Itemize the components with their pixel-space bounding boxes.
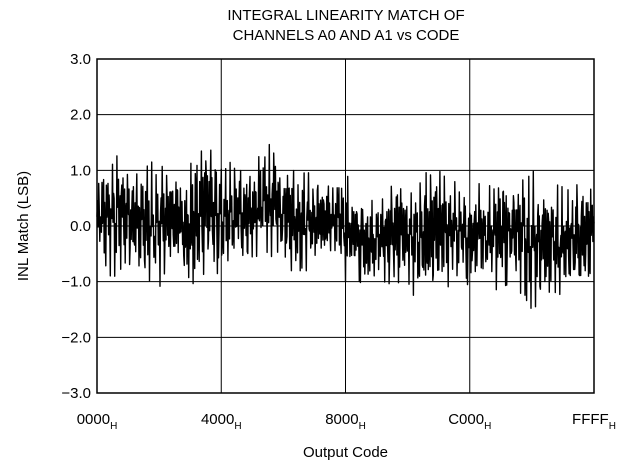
x-tick-label: FFFFH bbox=[572, 411, 616, 432]
y-tick-label: 3.0 bbox=[70, 51, 91, 68]
x-tick-base: FFFF bbox=[572, 411, 609, 428]
x-tick-subscript: H bbox=[110, 421, 117, 432]
y-tick-label: 2.0 bbox=[70, 107, 91, 124]
series-trace-0 bbox=[96, 143, 595, 309]
x-tick-base: 4000 bbox=[201, 411, 234, 428]
x-tick-base: 8000 bbox=[325, 411, 358, 428]
y-tick-label: −2.0 bbox=[61, 329, 91, 346]
x-tick-subscript: H bbox=[234, 421, 241, 432]
chart-title-line-1: INTEGRAL LINEARITY MATCH OF bbox=[227, 7, 465, 24]
x-axis-label: Output Code bbox=[303, 444, 388, 461]
y-tick-label: 1.0 bbox=[70, 162, 91, 179]
x-tick-subscript: H bbox=[609, 421, 616, 432]
x-tick-base: 0000 bbox=[77, 411, 110, 428]
x-tick-label: 8000H bbox=[325, 411, 366, 432]
y-tick-label: 0.0 bbox=[70, 218, 91, 235]
x-tick-label: 0000H bbox=[77, 411, 118, 432]
x-tick-label: C000H bbox=[448, 411, 491, 432]
y-axis-label: INL Match (LSB) bbox=[15, 171, 32, 281]
x-tick-subscript: H bbox=[359, 421, 366, 432]
chart-title-line-2: CHANNELS A0 AND A1 vs CODE bbox=[232, 27, 460, 44]
y-tick-label: −3.0 bbox=[61, 385, 91, 402]
x-tick-subscript: H bbox=[484, 421, 491, 432]
x-tick-label: 4000H bbox=[201, 411, 242, 432]
x-tick-base: C000 bbox=[448, 411, 484, 428]
y-tick-label: −1.0 bbox=[61, 274, 91, 291]
plot-border bbox=[96, 58, 595, 394]
